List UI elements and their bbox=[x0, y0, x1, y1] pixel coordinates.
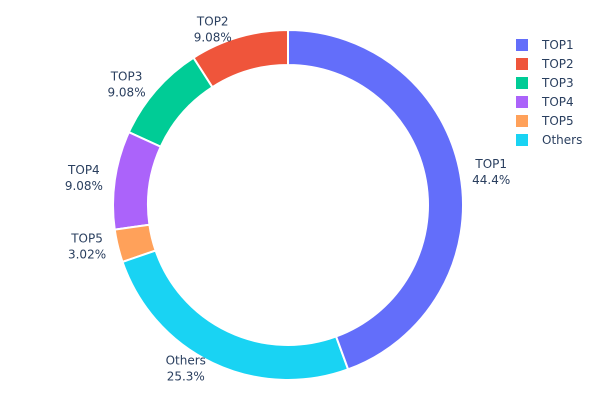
slice-top1[interactable] bbox=[287, 28, 464, 371]
label-percent: 9.08% bbox=[65, 179, 103, 193]
legend-label: TOP3 bbox=[541, 76, 574, 90]
label-name: Others bbox=[166, 353, 206, 367]
slice-label-top1: TOP1 44.4% bbox=[472, 157, 510, 187]
legend-swatch bbox=[516, 39, 528, 51]
slices bbox=[112, 28, 464, 381]
legend-item-top1[interactable]: TOP1 bbox=[516, 38, 574, 52]
slice-label-top2: TOP2 9.08% bbox=[194, 14, 232, 44]
label-name: TOP3 bbox=[110, 70, 143, 84]
slice-top4[interactable] bbox=[112, 130, 163, 231]
legend-swatch bbox=[516, 58, 528, 70]
slice-label-top5: TOP5 3.02% bbox=[68, 232, 106, 262]
legend-item-top3[interactable]: TOP3 bbox=[516, 76, 574, 90]
legend-label: TOP5 bbox=[541, 114, 574, 128]
legend-item-top4[interactable]: TOP4 bbox=[516, 95, 574, 109]
legend-item-top5[interactable]: TOP5 bbox=[516, 114, 574, 128]
label-name: TOP5 bbox=[70, 232, 103, 246]
legend-item-top2[interactable]: TOP2 bbox=[516, 57, 574, 71]
legend-swatch bbox=[516, 96, 528, 108]
legend-label: TOP4 bbox=[541, 95, 574, 109]
label-percent: 9.08% bbox=[107, 86, 145, 100]
slice-labels: TOP2 9.08% TOP3 9.08% TOP4 9.08% TOP5 3.02% Othe… bbox=[65, 14, 510, 383]
legend-item-others[interactable]: Others bbox=[516, 133, 582, 147]
legend-label: Others bbox=[542, 133, 582, 147]
legend-swatch bbox=[516, 77, 528, 89]
legend: TOP1 TOP2 TOP3 TOP4 TOP5 Others bbox=[516, 38, 582, 147]
slice-others[interactable] bbox=[121, 249, 350, 381]
legend-label: TOP1 bbox=[541, 38, 574, 52]
slice-label-others: Others 25.3% bbox=[166, 353, 206, 383]
legend-swatch bbox=[516, 115, 528, 127]
legend-label: TOP2 bbox=[541, 57, 574, 71]
label-name: TOP1 bbox=[474, 157, 507, 171]
label-percent: 9.08% bbox=[194, 30, 232, 44]
label-percent: 3.02% bbox=[68, 248, 106, 262]
label-name: TOP2 bbox=[196, 14, 229, 28]
slice-label-top4: TOP4 9.08% bbox=[65, 163, 103, 193]
label-percent: 44.4% bbox=[472, 173, 510, 187]
slice-label-top3: TOP3 9.08% bbox=[107, 70, 145, 100]
legend-swatch bbox=[516, 134, 528, 146]
label-name: TOP4 bbox=[67, 163, 100, 177]
label-percent: 25.3% bbox=[167, 369, 205, 383]
